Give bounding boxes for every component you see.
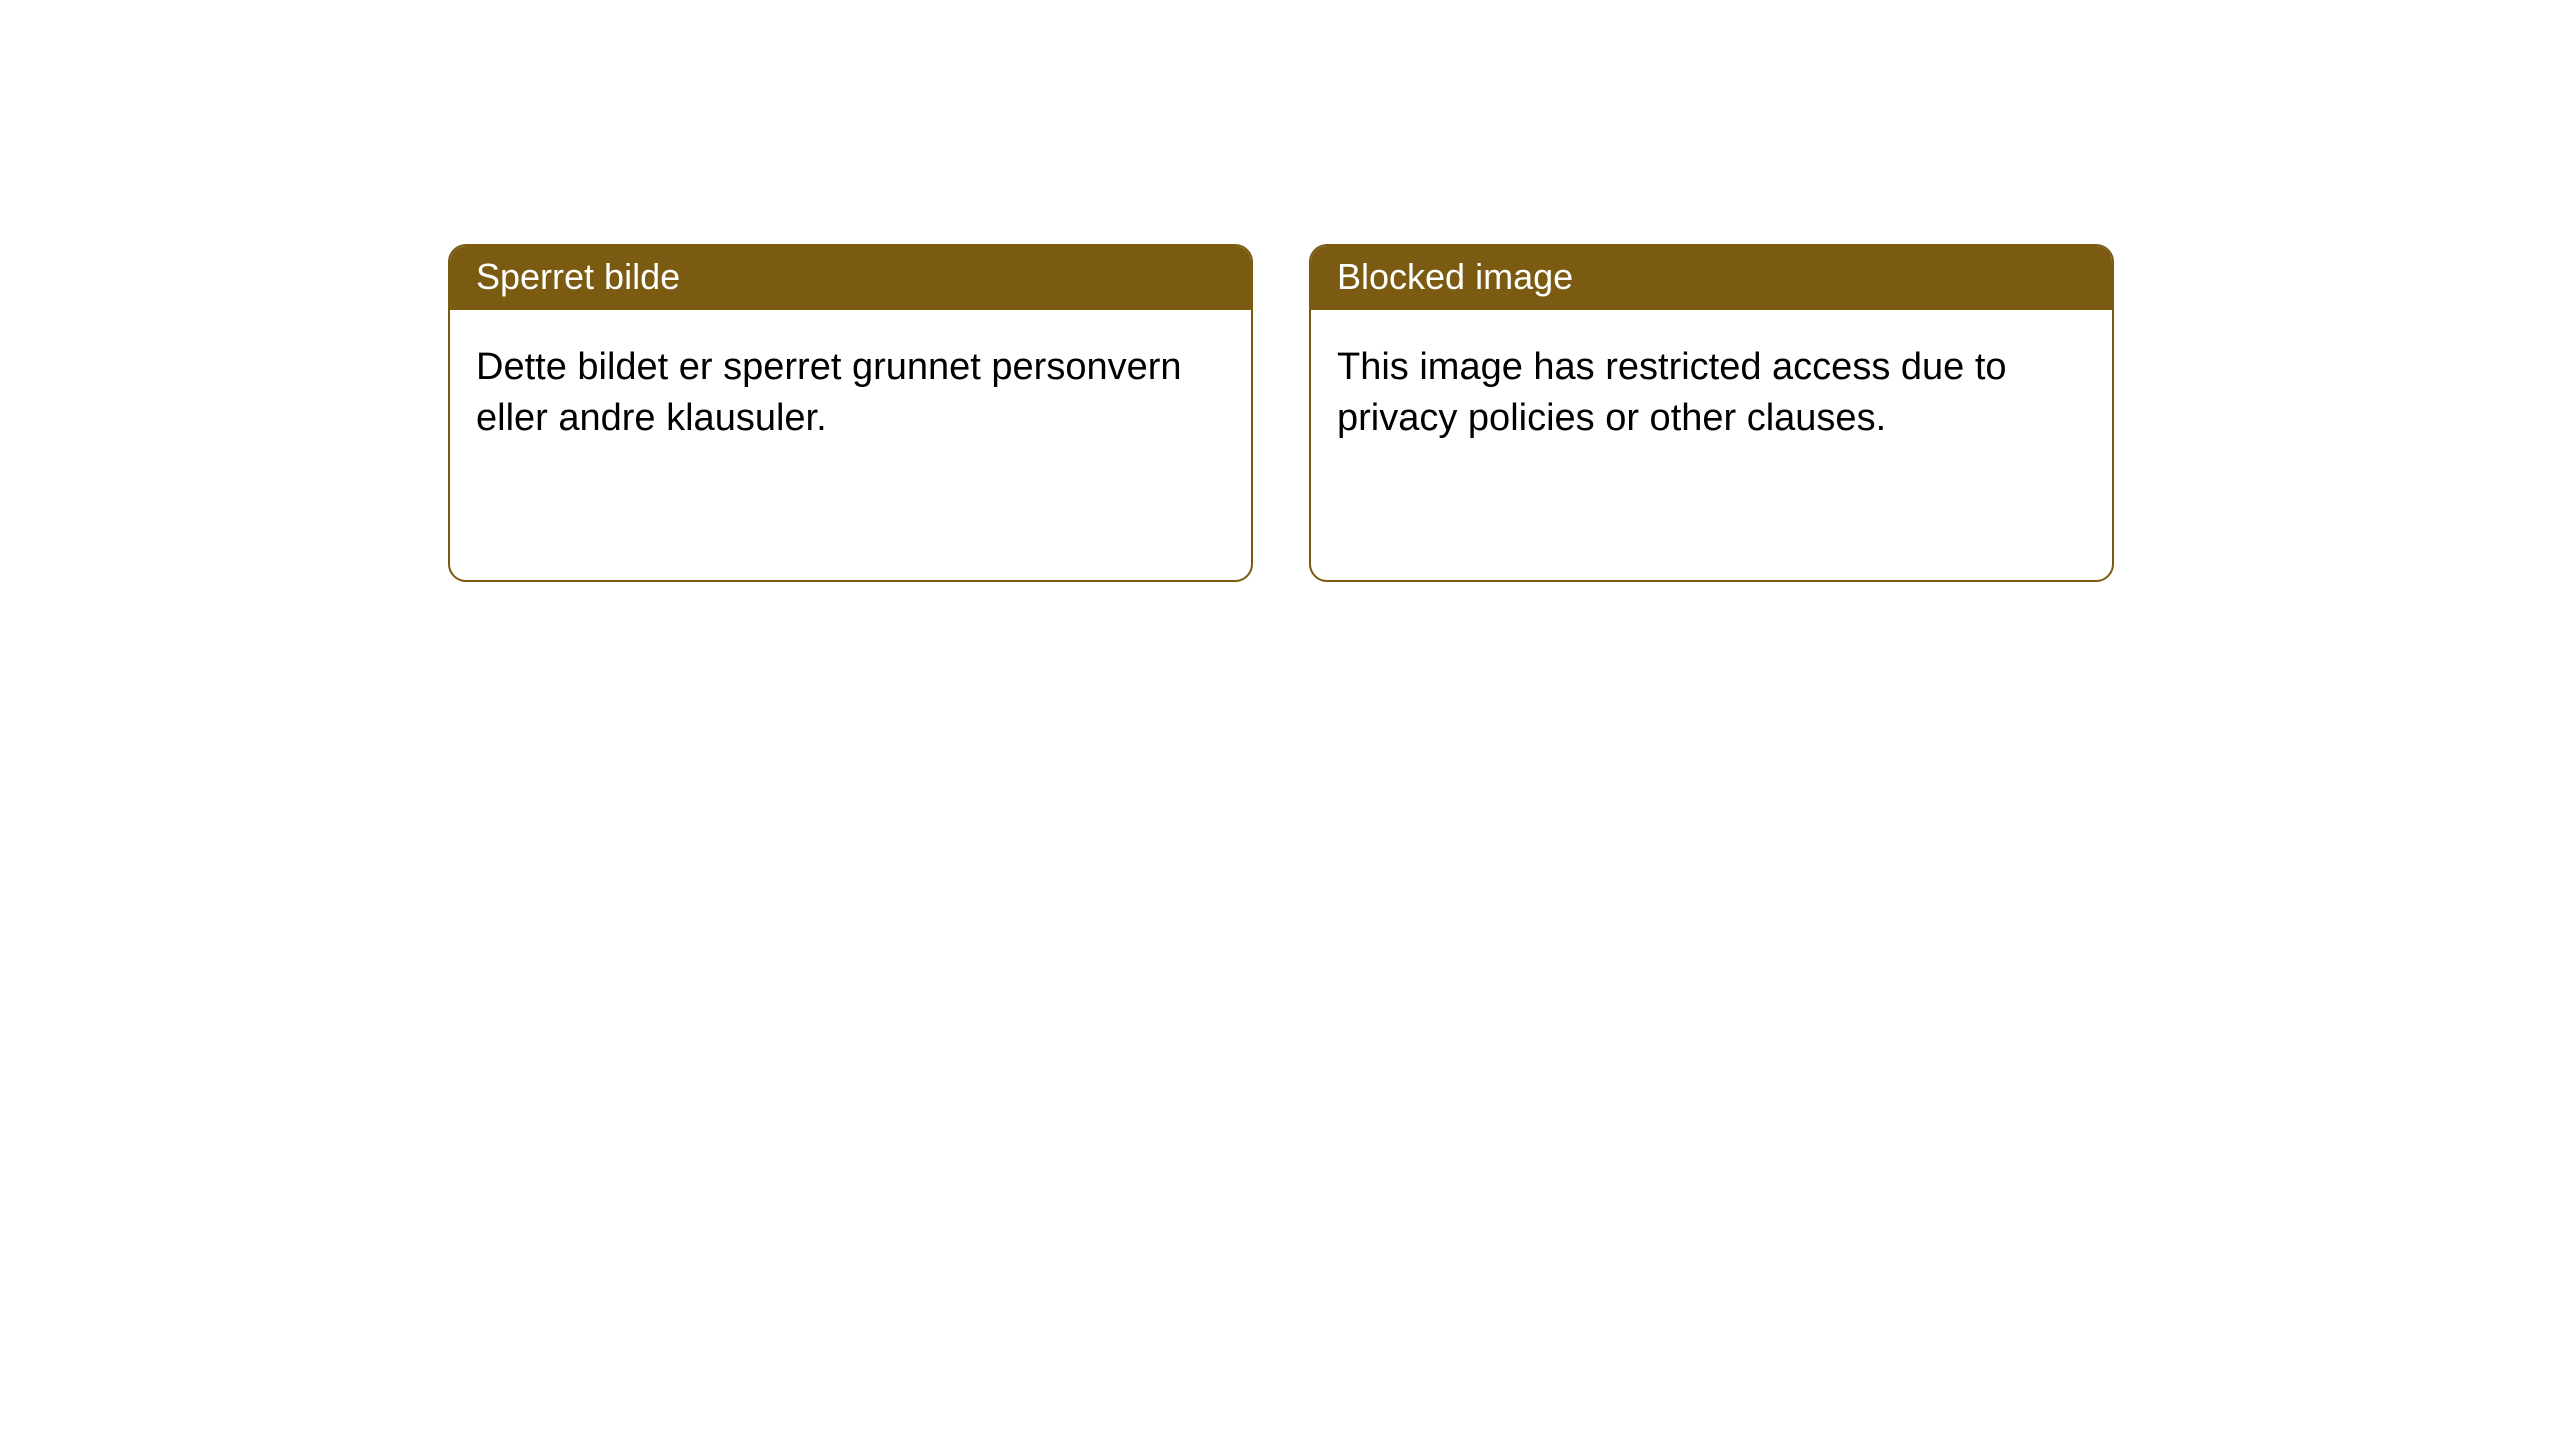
card-title: Sperret bilde — [476, 256, 680, 297]
card-body: This image has restricted access due to … — [1311, 310, 2112, 477]
card-header: Blocked image — [1311, 246, 2112, 310]
notice-card-english: Blocked image This image has restricted … — [1309, 244, 2114, 582]
card-body: Dette bildet er sperret grunnet personve… — [450, 310, 1251, 477]
notice-container: Sperret bilde Dette bildet er sperret gr… — [0, 0, 2560, 582]
card-body-text: This image has restricted access due to … — [1337, 346, 2007, 439]
card-title: Blocked image — [1337, 256, 1573, 297]
notice-card-norwegian: Sperret bilde Dette bildet er sperret gr… — [448, 244, 1253, 582]
card-body-text: Dette bildet er sperret grunnet personve… — [476, 346, 1182, 439]
card-header: Sperret bilde — [450, 246, 1251, 310]
